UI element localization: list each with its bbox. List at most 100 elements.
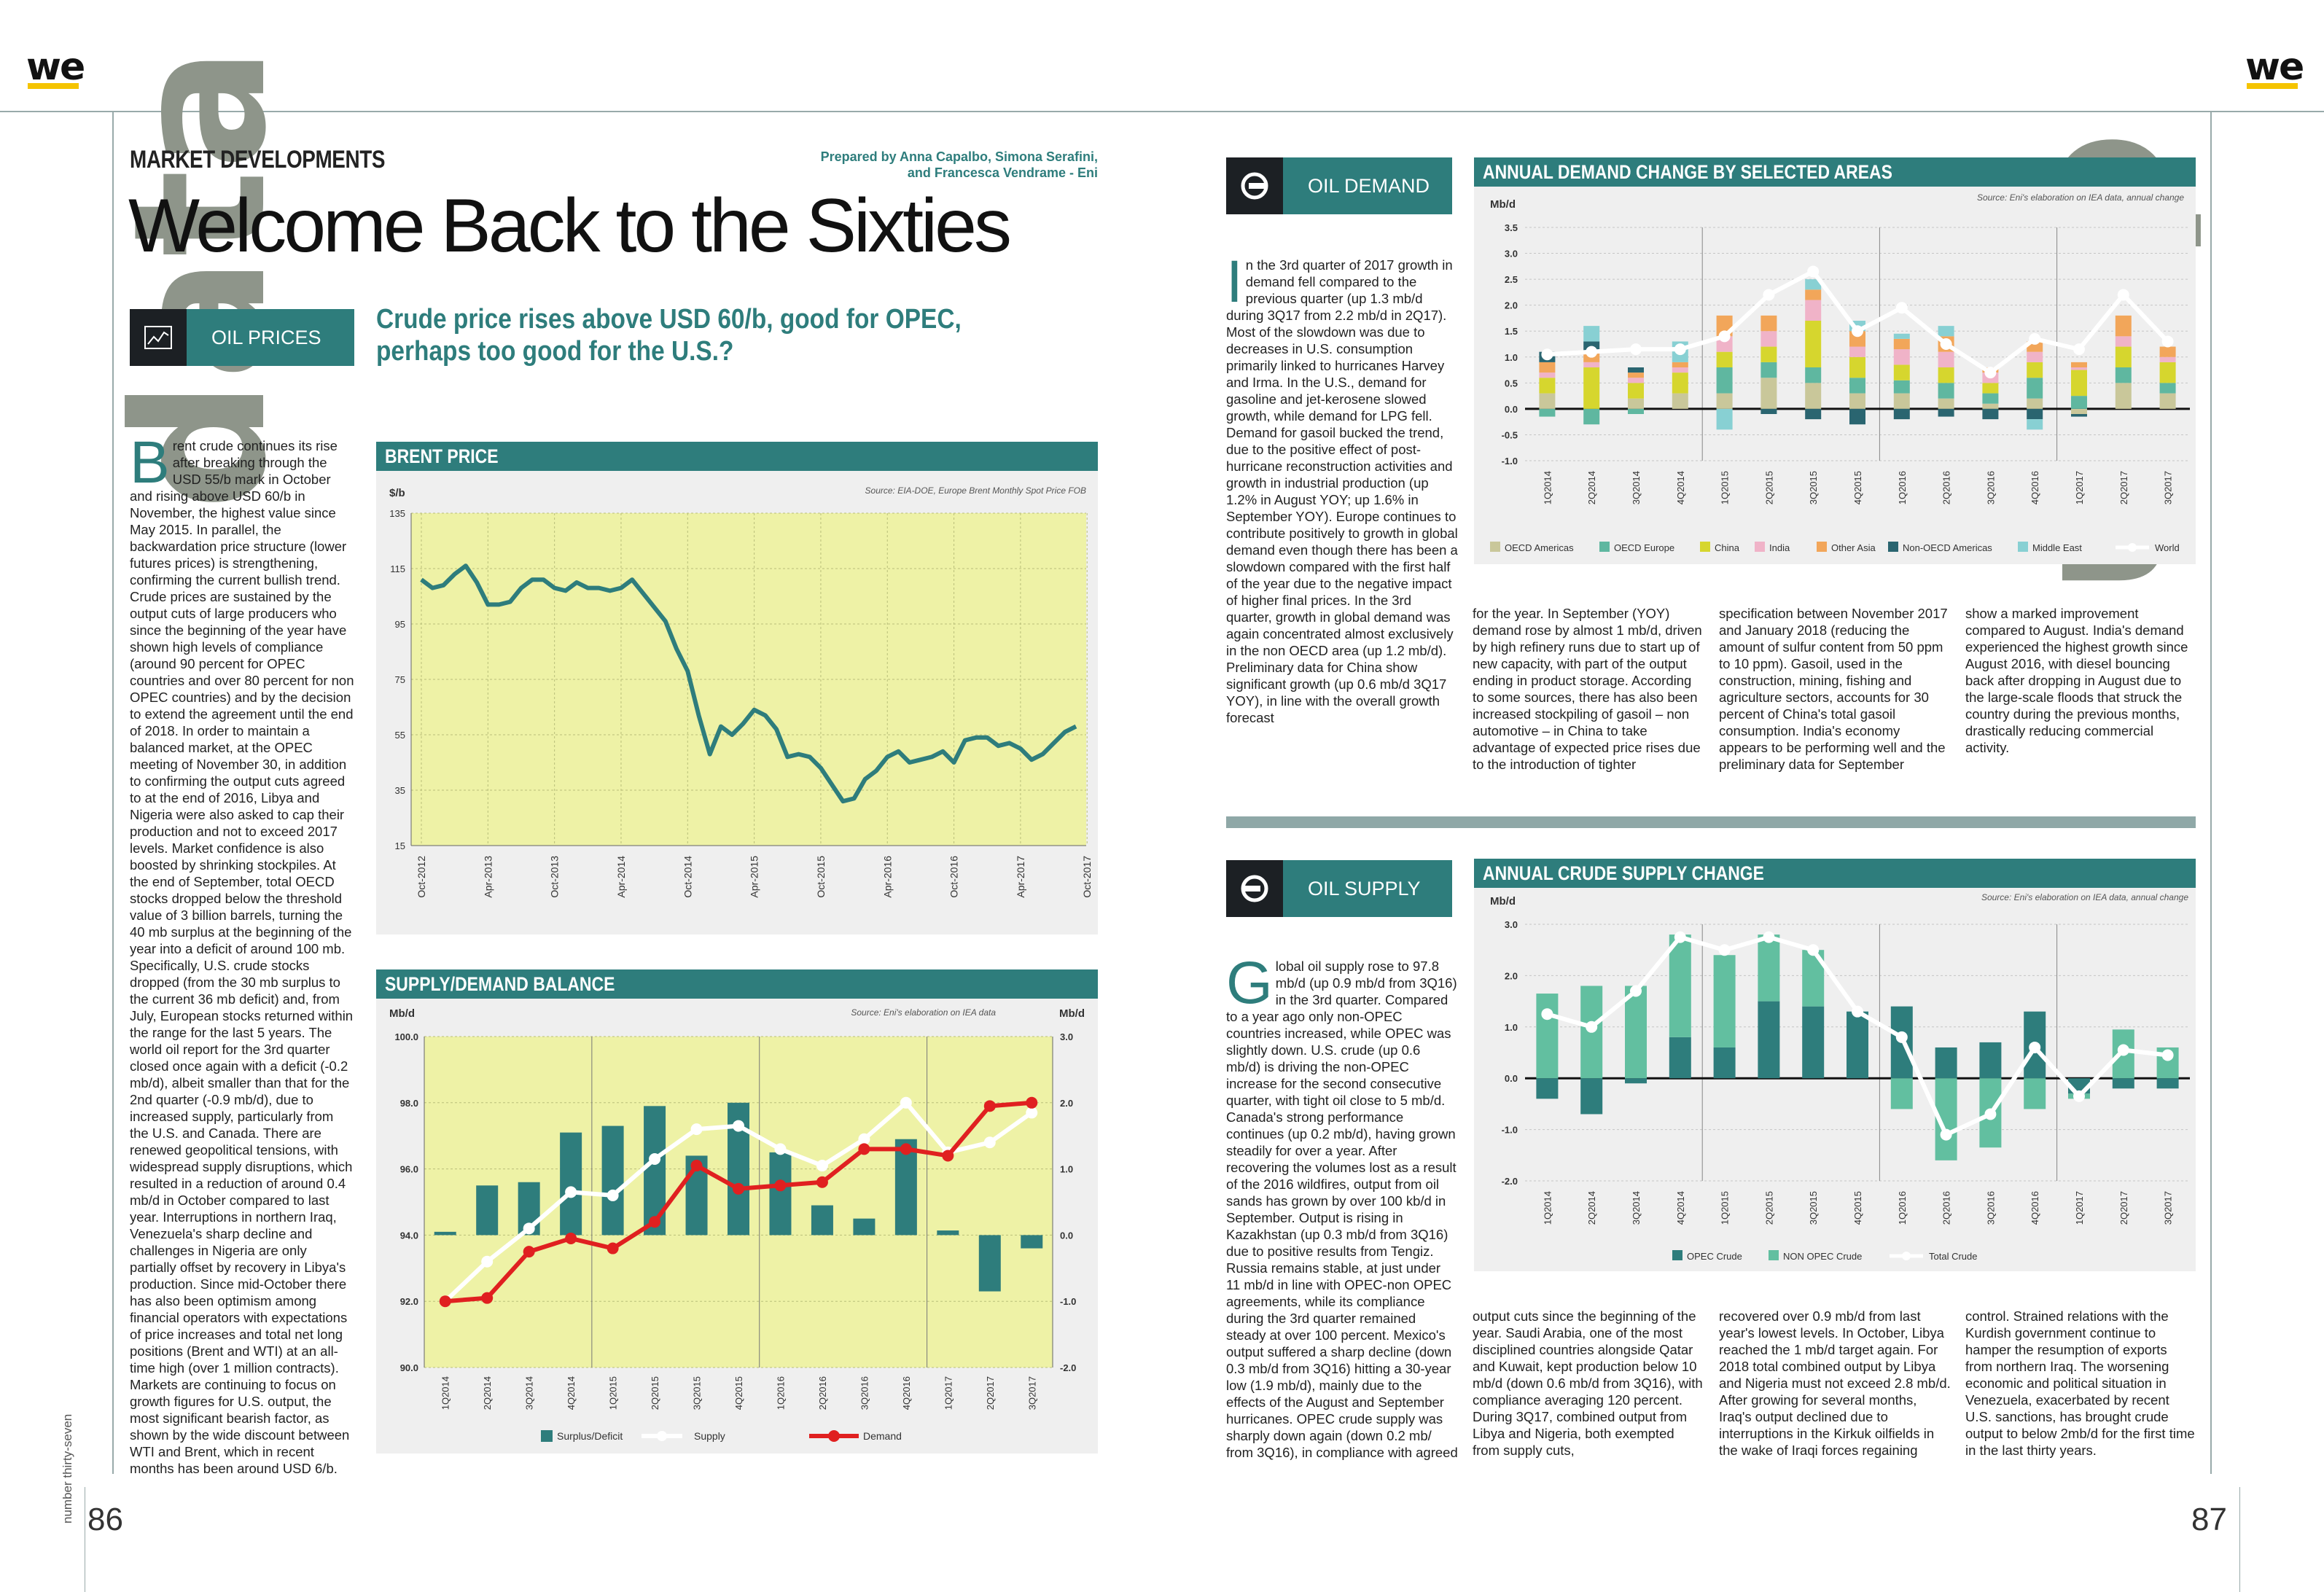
legend-swatch xyxy=(1599,542,1610,552)
total-point xyxy=(1940,338,1952,350)
left-tick-label: 98.0 xyxy=(400,1098,418,1109)
y-tick-label: 95 xyxy=(395,619,405,630)
legend-swatch xyxy=(1769,1250,1779,1260)
supply-point xyxy=(649,1152,661,1165)
legend-swatch xyxy=(1902,1252,1911,1260)
surplus-deficit-bar xyxy=(937,1230,959,1236)
bar-segment xyxy=(2071,362,2087,367)
bar-segment xyxy=(1982,403,1999,409)
x-tick-label: 1Q2017 xyxy=(2074,471,2085,504)
surplus-deficit-bar xyxy=(1021,1235,1043,1249)
bar-segment xyxy=(1628,398,1644,409)
page-number-right: 87 xyxy=(2191,1502,2227,1537)
section-separator xyxy=(1226,816,2196,828)
x-tick-label: 1Q2016 xyxy=(775,1376,786,1410)
bar-segment xyxy=(1849,346,1865,357)
total-point xyxy=(1984,1108,1997,1120)
page-number-left: 86 xyxy=(87,1502,123,1537)
y-unit: Mb/d xyxy=(1490,198,1516,211)
byline-line-1: Prepared by Anna Capalbo, Simona Serafin… xyxy=(820,149,1098,164)
bar-segment xyxy=(1982,408,1999,420)
bar-segment xyxy=(1669,1037,1691,1079)
x-tick-label: 1Q2016 xyxy=(1897,471,1908,504)
y-tick-label: 15 xyxy=(395,840,405,851)
oil-prices-label: OIL PRICES xyxy=(187,309,354,366)
y-tick-label: 2.0 xyxy=(1505,300,1518,311)
bar-segment xyxy=(1893,393,1910,409)
y-tick-label: 0.0 xyxy=(1505,1073,1518,1084)
total-point xyxy=(2161,1049,2174,1061)
x-tick-label: 2Q2014 xyxy=(1586,1191,1597,1225)
x-tick-label: Oct-2013 xyxy=(549,856,561,898)
x-tick-label: 2Q2016 xyxy=(817,1376,828,1410)
legend-swatch xyxy=(1888,542,1898,552)
bar-segment xyxy=(1628,367,1644,373)
bar-segment xyxy=(1938,383,1954,399)
total-point xyxy=(1630,343,1642,356)
bar-segment xyxy=(1625,1078,1647,1084)
demand-point xyxy=(733,1182,744,1195)
x-tick-label: 3Q2014 xyxy=(1631,471,1642,504)
x-tick-label: 3Q2017 xyxy=(1026,1376,1037,1410)
bar-segment xyxy=(1580,1078,1603,1115)
demand-plot: -1.0 -0.5 0.0 0.5 1.0 1.5 2.0 2.5 3.0 3.5 1Q2014 2Q… xyxy=(1490,222,2190,553)
right-margin-rule xyxy=(2210,111,2212,1474)
article-text: rent crude continues its rise after brea… xyxy=(130,438,354,1476)
bar-segment xyxy=(2156,1078,2179,1089)
byline: Prepared by Anna Capalbo, Simona Serafin… xyxy=(802,149,1098,181)
y-tick-label: 55 xyxy=(395,730,405,741)
brent-price-chart: BRENT PRICE $/b Source: EIA-DOE, Europe … xyxy=(376,442,1098,934)
bar-segment xyxy=(1979,1042,2002,1079)
bar-segment xyxy=(1539,362,1556,373)
bar-segment xyxy=(1982,393,1999,404)
bar-segment xyxy=(2159,356,2176,362)
surplus-deficit-bar xyxy=(769,1152,792,1236)
bar-segment xyxy=(1938,351,1954,367)
bar-segment xyxy=(1893,380,1910,394)
x-tick-label: Apr-2013 xyxy=(482,856,494,898)
supply-col-4: control. Strained relations with the Kur… xyxy=(1965,1308,2195,1458)
demand-point xyxy=(1026,1096,1038,1109)
x-tick-label: 1Q2016 xyxy=(1897,1191,1908,1225)
x-tick-label: 1Q2015 xyxy=(1720,471,1731,504)
legend-label: India xyxy=(1769,542,1790,553)
surplus-deficit-bar xyxy=(894,1139,917,1236)
supply-col-3: recovered over 0.9 mb/d from last year's… xyxy=(1719,1308,1951,1458)
x-tick-label: 4Q2015 xyxy=(1852,471,1863,504)
x-tick-label: Oct-2017 xyxy=(1081,856,1093,898)
legend-swatch xyxy=(657,1431,667,1441)
chart-source: Source: EIA-DOE, Europe Brent Monthly Sp… xyxy=(865,485,1086,496)
total-point xyxy=(1718,944,1731,956)
footer-rule-right xyxy=(2239,1487,2240,1592)
chart-source: Source: Eni's elaboration on IEA data, a… xyxy=(1981,892,2188,902)
bar-segment xyxy=(1672,393,1688,409)
legend-swatch xyxy=(1700,542,1710,552)
total-point xyxy=(2073,1090,2085,1102)
x-tick-label: 4Q2016 xyxy=(901,1376,912,1410)
x-tick-label: 2Q2016 xyxy=(1941,471,1952,504)
bar-segment xyxy=(1539,378,1556,394)
annual-demand-change-chart: ANNUAL DEMAND CHANGE BY SELECTED AREAS M… xyxy=(1474,157,2196,564)
surplus-deficit-bar xyxy=(434,1231,456,1236)
total-point xyxy=(1541,348,1553,361)
bar-segment xyxy=(1805,383,1822,409)
left-margin-rule xyxy=(112,111,114,1474)
bar-segment xyxy=(1672,372,1688,394)
surplus-deficit-bar xyxy=(811,1205,833,1236)
y-unit: $/b xyxy=(389,487,405,499)
bar-segment xyxy=(1890,1078,1913,1109)
issue-label: number thirty-seven xyxy=(61,1413,74,1523)
legend-swatch xyxy=(1817,542,1827,552)
legend-swatch xyxy=(828,1430,840,1442)
x-tick-label: 3Q2015 xyxy=(692,1376,703,1410)
bar-segment xyxy=(1628,383,1644,399)
bar-segment xyxy=(2159,362,2176,383)
bar-segment xyxy=(1536,1078,1559,1099)
brent-plot: 15 35 55 75 95 115 135 Oct-2012 Apr-2013 Oct-2013… xyxy=(389,508,1093,898)
legend-label: World xyxy=(2155,542,2180,553)
logo-underline-right xyxy=(2247,83,2298,89)
x-tick-label: Apr-2017 xyxy=(1015,856,1026,898)
y-tick-label: 35 xyxy=(395,785,405,796)
x-tick-label: 1Q2014 xyxy=(440,1376,451,1410)
